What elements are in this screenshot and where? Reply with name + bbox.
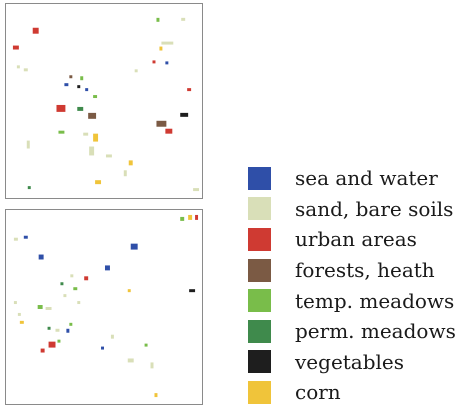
legend-item-sea-and-water: sea and water	[248, 163, 470, 194]
legend-label: corn	[295, 380, 341, 405]
patch	[57, 339, 61, 343]
patch	[150, 362, 154, 369]
patch	[130, 243, 138, 250]
patch	[55, 328, 60, 332]
legend: sea and water sand, bare soils urban are…	[248, 163, 470, 408]
legend-label: temp. meadows	[295, 288, 455, 313]
patch	[161, 41, 174, 45]
patch	[64, 83, 69, 87]
patch	[84, 276, 89, 281]
patch	[32, 27, 39, 34]
legend-label: sea and water	[295, 166, 438, 191]
patch	[19, 320, 24, 324]
patch	[69, 75, 73, 79]
legend-item-perm-meadows: perm. meadows	[248, 316, 470, 347]
patch	[154, 393, 158, 398]
patch	[152, 60, 156, 64]
patch	[37, 305, 43, 309]
patch	[193, 188, 200, 192]
patch	[48, 341, 56, 348]
legend-swatch	[248, 166, 271, 190]
patch	[127, 358, 134, 363]
patch	[45, 307, 52, 310]
map-panel-top	[5, 3, 203, 199]
patch	[156, 17, 160, 22]
patch	[159, 46, 163, 51]
patch	[26, 140, 30, 149]
patch	[195, 214, 199, 220]
patch	[104, 265, 110, 271]
map-patches-bottom	[13, 214, 199, 398]
patch	[83, 132, 89, 136]
patch	[16, 65, 20, 69]
patch	[156, 120, 167, 127]
map-patches-top	[12, 17, 200, 192]
legend-item-urban-areas: urban areas	[248, 224, 470, 255]
patch	[165, 61, 169, 65]
legend-swatch	[248, 258, 271, 282]
legend-item-vegetables: vegetables	[248, 347, 470, 378]
patch	[13, 301, 17, 305]
patch	[110, 334, 114, 339]
patch	[56, 104, 66, 112]
patch	[70, 274, 74, 278]
patch	[69, 322, 73, 326]
patch	[77, 301, 81, 305]
patch	[180, 112, 189, 117]
legend-swatch	[248, 289, 271, 313]
legend-label: perm. meadows	[295, 319, 456, 344]
legend-item-sand-bare-soils: sand, bare soils	[248, 194, 470, 225]
patch	[40, 348, 45, 353]
patch	[93, 133, 99, 142]
patch	[89, 146, 95, 156]
patch	[105, 154, 112, 158]
patch	[63, 294, 67, 298]
patch	[189, 289, 196, 293]
patch	[80, 76, 84, 81]
patch	[12, 45, 19, 50]
patch	[77, 106, 84, 111]
patch	[47, 326, 51, 330]
patch	[101, 346, 104, 350]
patch	[144, 343, 148, 347]
legend-swatch	[248, 380, 271, 404]
patch	[88, 112, 97, 119]
legend-swatch	[248, 350, 271, 374]
patch	[93, 95, 98, 99]
patch	[181, 17, 186, 21]
patch	[165, 128, 173, 134]
patch	[77, 85, 81, 89]
patch	[134, 69, 138, 73]
patch	[58, 130, 65, 134]
patch	[187, 88, 192, 92]
patch	[60, 282, 64, 286]
patch	[17, 312, 21, 316]
legend-item-forests-heath: forests, heath	[248, 255, 470, 286]
patch	[13, 237, 18, 241]
patch	[85, 88, 89, 92]
legend-item-corn: corn	[248, 377, 470, 408]
patch	[23, 235, 28, 239]
legend-swatch	[248, 227, 271, 251]
patch	[128, 160, 133, 166]
patch	[27, 186, 31, 190]
patch	[23, 68, 28, 72]
patch	[66, 328, 70, 333]
legend-swatch	[248, 197, 271, 221]
legend-label: urban areas	[295, 227, 417, 252]
patch	[127, 289, 131, 293]
legend-swatch	[248, 319, 271, 343]
patch	[95, 180, 102, 185]
patch	[188, 214, 193, 220]
legend-label: forests, heath	[295, 258, 435, 283]
legend-label: vegetables	[295, 349, 405, 374]
legend-label: sand, bare soils	[295, 196, 454, 221]
legend-item-temp-meadows: temp. meadows	[248, 285, 470, 316]
map-panel-bottom	[5, 209, 203, 405]
patch	[123, 170, 127, 177]
patch	[38, 254, 44, 260]
patch	[180, 216, 185, 221]
patch	[73, 287, 78, 291]
